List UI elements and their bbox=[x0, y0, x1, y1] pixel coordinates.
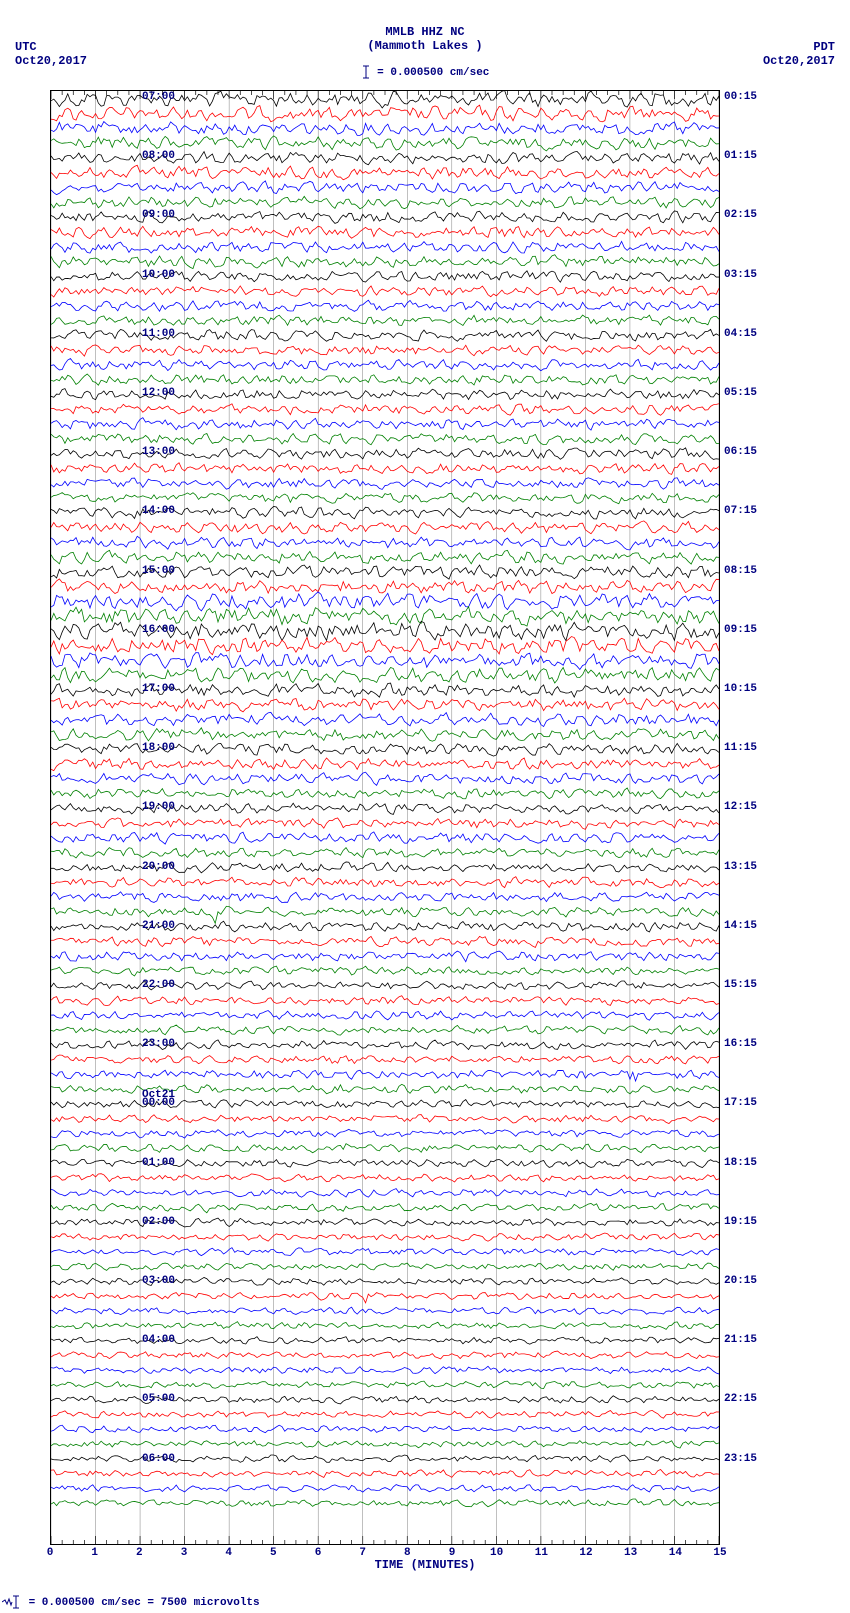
y-right-label: 12:15 bbox=[724, 801, 824, 813]
y-left-label: 04:00 bbox=[55, 1334, 175, 1346]
y-left-label: 11:00 bbox=[55, 328, 175, 340]
y-left-label: 06:00 bbox=[55, 1453, 175, 1465]
footer-text: = 0.000500 cm/sec = 7500 microvolts bbox=[22, 1597, 260, 1609]
station-label: MMLB HHZ NC bbox=[385, 25, 464, 39]
y-right-label: 11:15 bbox=[724, 742, 824, 754]
footer-trace-icon bbox=[2, 1595, 22, 1609]
tz-pdt-label: PDT bbox=[813, 40, 835, 54]
footer: = 0.000500 cm/sec = 7500 microvolts bbox=[2, 1595, 260, 1609]
y-right-label: 21:15 bbox=[724, 1334, 824, 1346]
y-left-label: 10:00 bbox=[55, 269, 175, 281]
y-left-label: 07:00 bbox=[55, 91, 175, 103]
y-left-label: 01:00 bbox=[55, 1157, 175, 1169]
y-right-label: 17:15 bbox=[724, 1097, 824, 1109]
y-left-label: 18:00 bbox=[55, 742, 175, 754]
y-right-label: 18:15 bbox=[724, 1157, 824, 1169]
scale-bar-icon bbox=[361, 65, 371, 79]
y-right-label: 07:15 bbox=[724, 505, 824, 517]
location-label: (Mammoth Lakes ) bbox=[367, 39, 482, 53]
y-left-label: 15:00 bbox=[55, 565, 175, 577]
y-right-label: 15:15 bbox=[724, 979, 824, 991]
y-right-label: 13:15 bbox=[724, 861, 824, 873]
y-right-label: 14:15 bbox=[724, 920, 824, 932]
y-right-label: 04:15 bbox=[724, 328, 824, 340]
y-right-label: 20:15 bbox=[724, 1275, 824, 1287]
y-right-label: 05:15 bbox=[724, 387, 824, 399]
y-left-label: 00:00 bbox=[55, 1097, 175, 1109]
y-left-label: 20:00 bbox=[55, 861, 175, 873]
y-left-label: 13:00 bbox=[55, 446, 175, 458]
helicorder-plot bbox=[51, 91, 719, 1544]
y-right-label: 03:15 bbox=[724, 269, 824, 281]
y-right-label: 22:15 bbox=[724, 1393, 824, 1405]
y-right-label: 19:15 bbox=[724, 1216, 824, 1228]
y-left-label: 22:00 bbox=[55, 979, 175, 991]
y-right-label: 06:15 bbox=[724, 446, 824, 458]
y-right-label: 01:15 bbox=[724, 150, 824, 162]
y-left-label: 09:00 bbox=[55, 209, 175, 221]
plot-area bbox=[50, 90, 720, 1545]
y-right-label: 02:15 bbox=[724, 209, 824, 221]
x-axis-title: TIME (MINUTES) bbox=[0, 1558, 850, 1572]
y-right-label: 00:15 bbox=[724, 91, 824, 103]
y-left-label: 05:00 bbox=[55, 1393, 175, 1405]
y-left-label: 12:00 bbox=[55, 387, 175, 399]
y-left-label: 02:00 bbox=[55, 1216, 175, 1228]
y-right-label: 16:15 bbox=[724, 1038, 824, 1050]
y-right-label: 10:15 bbox=[724, 683, 824, 695]
y-right-label: 23:15 bbox=[724, 1453, 824, 1465]
header-right-tz: PDT Oct20,2017 bbox=[763, 40, 835, 68]
helicorder-container: UTC Oct20,2017 MMLB HHZ NC (Mammoth Lake… bbox=[0, 0, 850, 1613]
y-left-label: 21:00 bbox=[55, 920, 175, 932]
y-left-label: 14:00 bbox=[55, 505, 175, 517]
scale-text: = 0.000500 cm/sec bbox=[371, 67, 490, 79]
y-right-label: 09:15 bbox=[724, 624, 824, 636]
y-left-label: 03:00 bbox=[55, 1275, 175, 1287]
y-left-label: 17:00 bbox=[55, 683, 175, 695]
y-left-label: 08:00 bbox=[55, 150, 175, 162]
header-center: MMLB HHZ NC (Mammoth Lakes ) bbox=[0, 25, 850, 53]
y-left-label: 19:00 bbox=[55, 801, 175, 813]
scale-label: = 0.000500 cm/sec bbox=[0, 65, 850, 79]
y-left-label: 16:00 bbox=[55, 624, 175, 636]
y-right-label: 08:15 bbox=[724, 565, 824, 577]
y-left-label: 23:00 bbox=[55, 1038, 175, 1050]
date-right-label: Oct20,2017 bbox=[763, 54, 835, 68]
